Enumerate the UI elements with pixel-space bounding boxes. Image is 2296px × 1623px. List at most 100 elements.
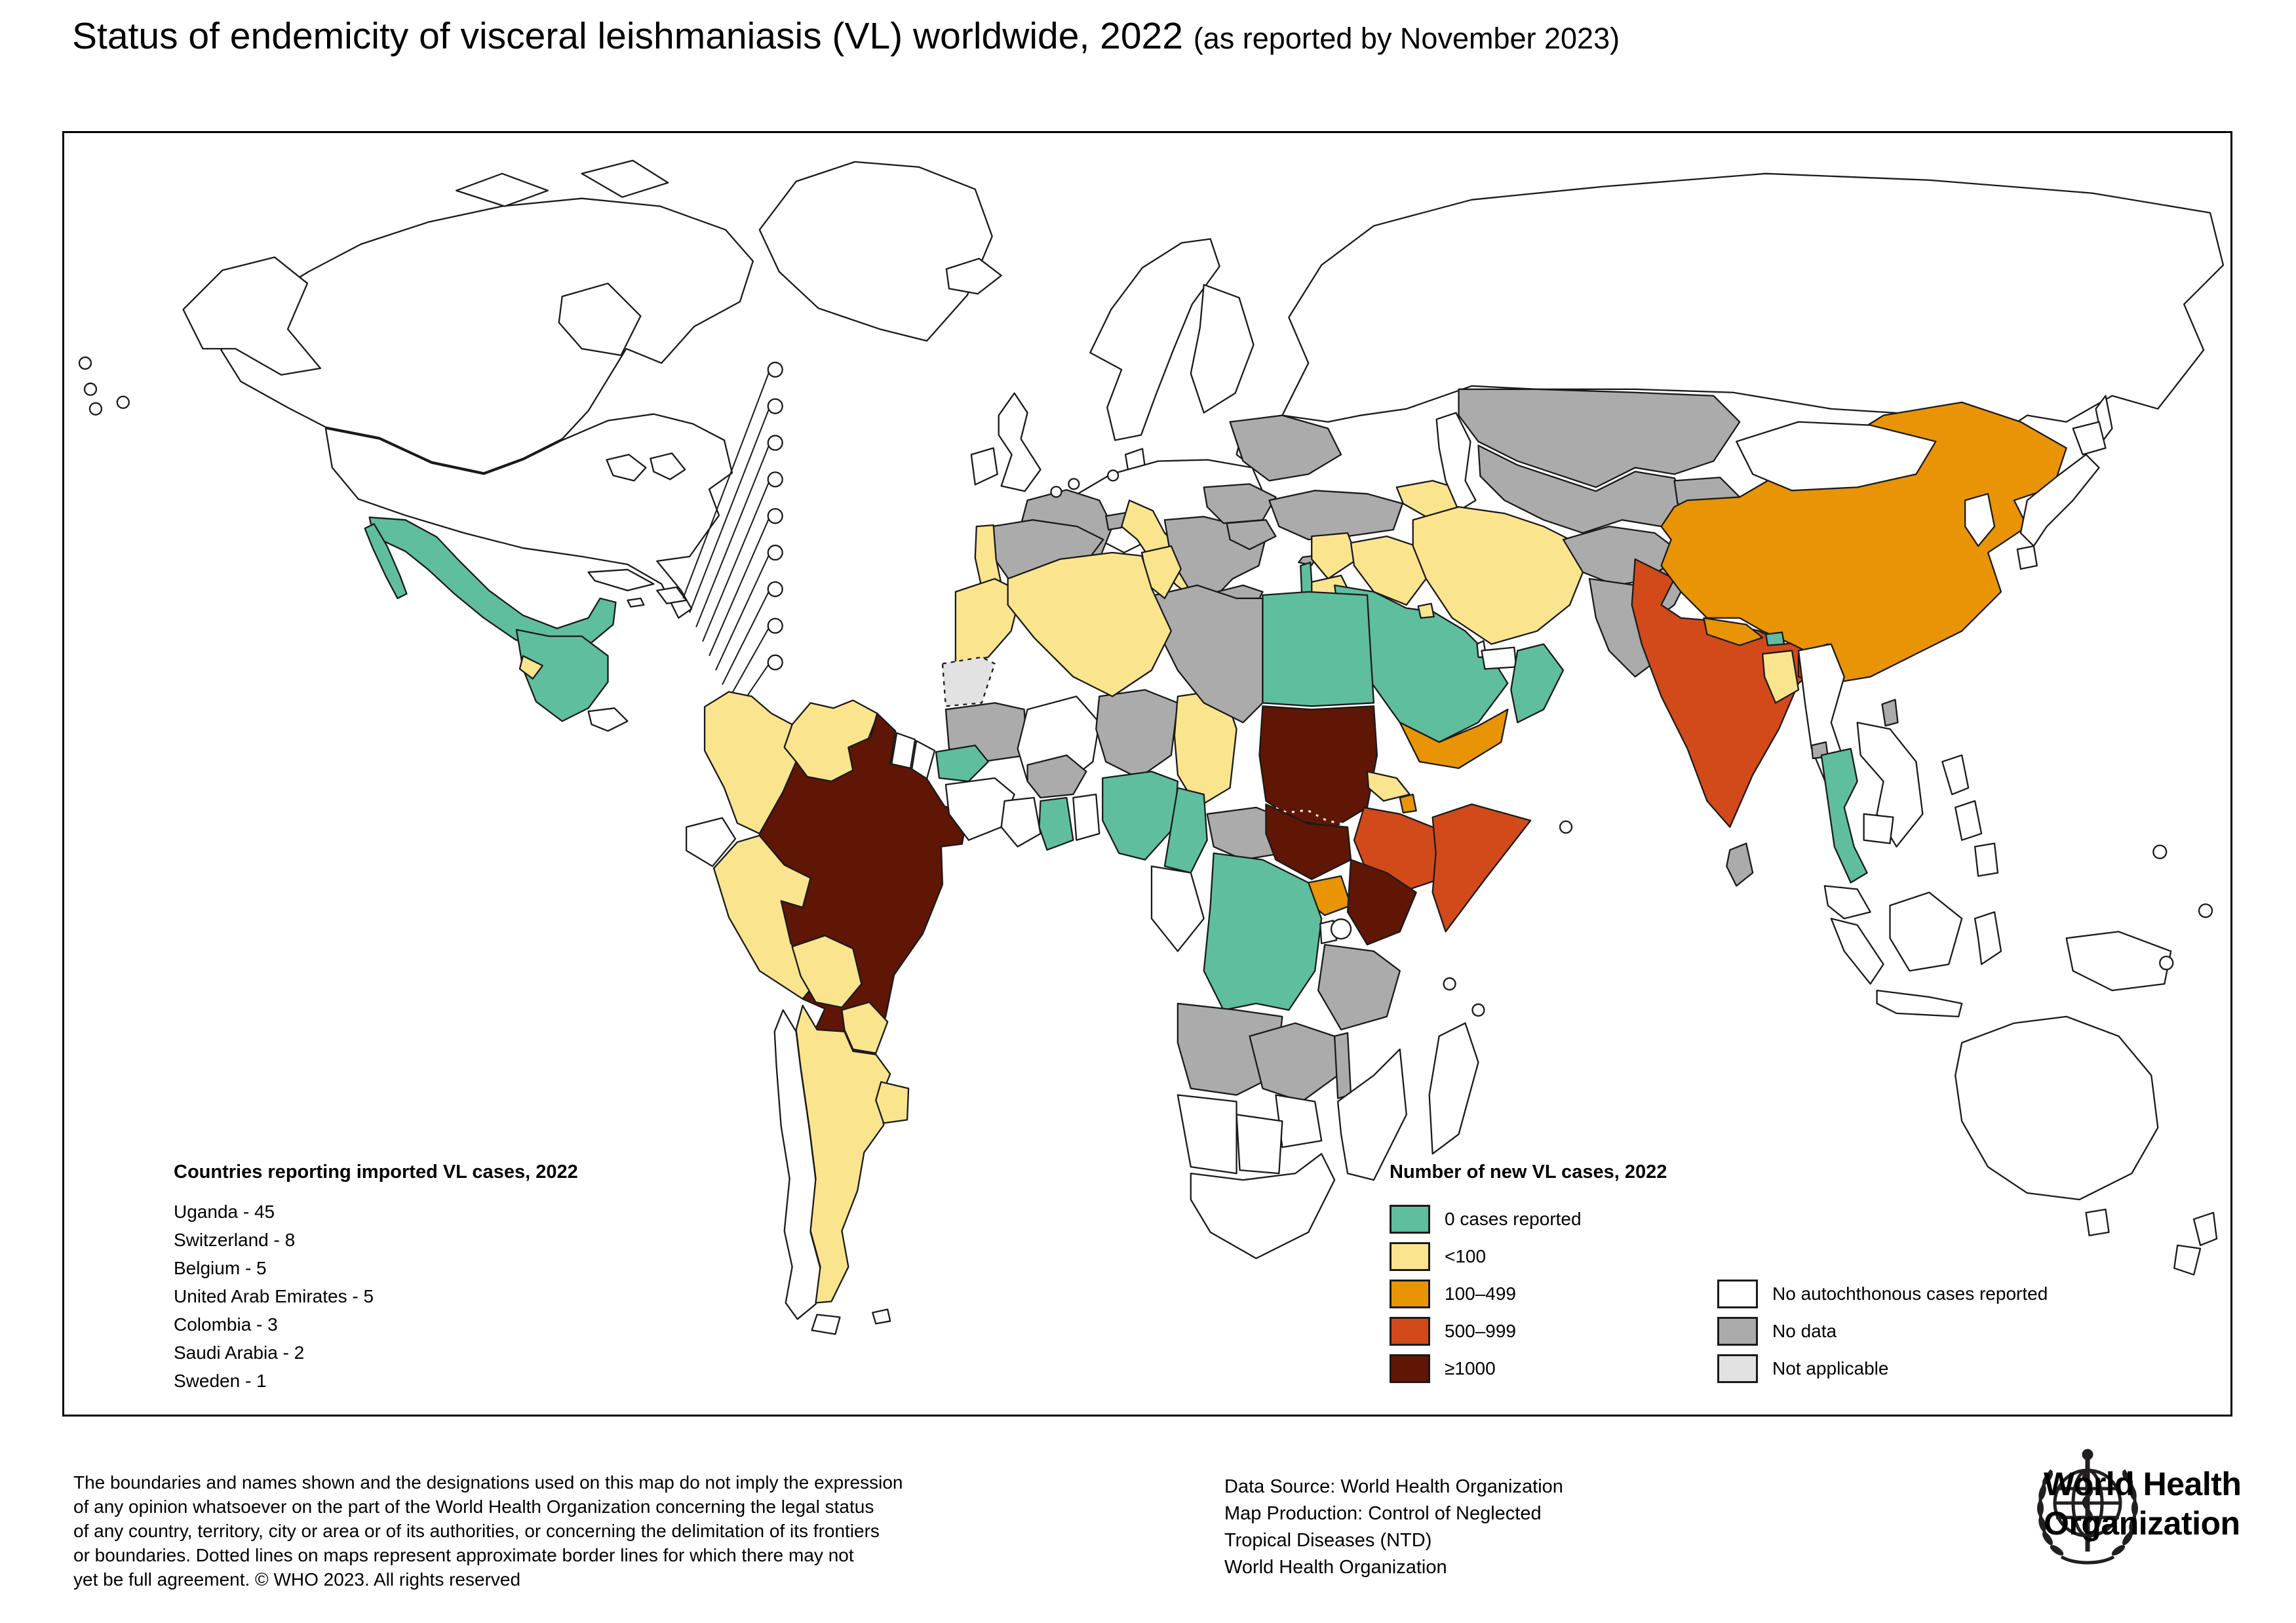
leader-line: [702, 479, 771, 642]
island-marker: [767, 581, 783, 597]
country-new-guinea: [2065, 931, 2172, 992]
country-south-africa: [1190, 1153, 1336, 1259]
country-syria: [1311, 532, 1359, 580]
country-russia: [1281, 172, 2225, 442]
country-malawi: [1333, 1032, 1352, 1099]
country-togo-benin: [1072, 793, 1100, 841]
country-mexico: [368, 517, 617, 654]
source-line: Data Source: World Health Organization: [1224, 1476, 1563, 1497]
imported-case-item: Switzerland - 8: [174, 1230, 296, 1250]
legend-swatch-cases_500_999: [1390, 1317, 1430, 1346]
country-sulawesi: [1974, 911, 2002, 966]
leader-line: [695, 442, 771, 628]
island-marker: [1068, 478, 1080, 490]
country-thailand: [1820, 747, 1868, 884]
country-bhutan: [1764, 631, 1785, 646]
island-marker: [1443, 977, 1456, 991]
country-suriname: [891, 732, 916, 770]
country-falklands: [872, 1308, 891, 1325]
island-marker: [116, 395, 130, 409]
country-alaska: [182, 256, 322, 376]
island-marker: [78, 356, 92, 370]
legend-item-not_applicable: Not applicable: [1717, 1353, 1888, 1384]
country-bangladesh: [1761, 650, 1800, 704]
island-marker: [2159, 955, 2174, 971]
who-wordmark: World Health Organization: [2044, 1464, 2242, 1543]
country-paraguay: [841, 1001, 889, 1054]
leader-line: [682, 369, 771, 599]
island-marker: [767, 654, 783, 671]
island-marker: [767, 435, 783, 451]
legend-label-no_autochthonous: No autochthonous cases reported: [1772, 1283, 2048, 1304]
country-egypt: [1262, 591, 1375, 707]
country-greenland: [758, 161, 993, 342]
legend-item-cases_1000_plus: ≥1000: [1390, 1353, 1496, 1384]
country-djibouti: [1399, 793, 1417, 813]
map-disclaimer: The boundaries and names shown and the d…: [73, 1470, 903, 1592]
country-china: [1660, 401, 2067, 684]
country-tanzania: [1317, 944, 1401, 1030]
country-yemen: [1399, 709, 1509, 770]
lake-victoria: [1330, 918, 1352, 940]
island-marker: [2152, 844, 2168, 859]
country-algeria: [1007, 551, 1173, 697]
country-australia: [1955, 1015, 2159, 1201]
country-uk: [998, 392, 1041, 492]
country-philippines-2: [1955, 800, 1983, 841]
country-western-sahara: [941, 656, 996, 707]
island-marker: [2198, 903, 2213, 918]
country-iran: [1412, 506, 1584, 645]
who-emblem-leaves: [2037, 1471, 2138, 1556]
leader-line: [722, 589, 771, 685]
island-marker: [1050, 486, 1062, 498]
country-hispaniola: [656, 586, 688, 604]
country-ukraine: [1229, 414, 1342, 482]
country-niger: [1095, 689, 1179, 779]
country-philippines-1: [1941, 754, 1970, 796]
legend-label-cases_500_999: 500–999: [1445, 1321, 1517, 1341]
leader-line: [709, 515, 771, 656]
source-line: Map Production: Control of Neglected: [1224, 1503, 1542, 1524]
country-panama: [587, 707, 629, 732]
country-nz-north: [2192, 1211, 2218, 1246]
legend-swatch-no_data: [1717, 1317, 1758, 1346]
legend-label-under_100: <100: [1445, 1246, 1487, 1266]
imported-case-item: Saudi Arabia - 2: [174, 1342, 305, 1363]
imported-case-item: Sweden - 1: [174, 1371, 267, 1391]
country-somalia: [1431, 803, 1532, 933]
dotted-border-sudan: [1267, 804, 1346, 826]
country-kenya: [1346, 859, 1417, 946]
country-japan-hokkaido: [2072, 421, 2107, 456]
country-dr-congo: [1203, 852, 1323, 1011]
map-legend: Number of new VL cases, 2022 0 cases rep…: [1390, 1162, 2202, 1398]
country-cote-divoire: [1000, 796, 1041, 848]
country-canada: [220, 197, 754, 474]
legend-label-not_applicable: Not applicable: [1772, 1358, 1889, 1379]
country-angola: [1177, 1002, 1283, 1096]
country-namibia: [1177, 1094, 1237, 1175]
island-marker: [83, 382, 98, 396]
country-tierra-del-fuego: [811, 1314, 841, 1335]
country-bulgaria: [1226, 519, 1277, 551]
island-marker: [767, 508, 783, 524]
country-sumatra: [1830, 918, 1884, 985]
country-japan-kyushu: [2016, 545, 2038, 570]
country-nigeria: [1102, 770, 1179, 861]
legend-swatch-not_applicable: [1717, 1354, 1758, 1383]
who-logo: [2037, 1449, 2138, 1565]
country-taiwan: [1881, 699, 1899, 727]
legend-label-cases_1000_plus: ≥1000: [1445, 1358, 1496, 1379]
country-japan-honshu: [2019, 454, 2100, 547]
disclaimer-line: or boundaries. Dotted lines on maps repr…: [73, 1545, 854, 1565]
country-india: [1631, 558, 1829, 828]
country-bolivia: [791, 935, 863, 1009]
disclaimer-line: of any opinion whatsoever on the part of…: [73, 1496, 874, 1517]
island-marker: [1107, 469, 1119, 482]
country-libya: [1154, 584, 1264, 724]
country-borneo: [1889, 891, 1963, 972]
country-mexico-baja: [364, 523, 408, 599]
country-el-salvador: [518, 655, 543, 680]
country-cambodia: [1863, 813, 1894, 844]
legend-label-zero_cases_reported: 0 cases reported: [1445, 1209, 1582, 1229]
country-tasmania: [2085, 1208, 2110, 1236]
